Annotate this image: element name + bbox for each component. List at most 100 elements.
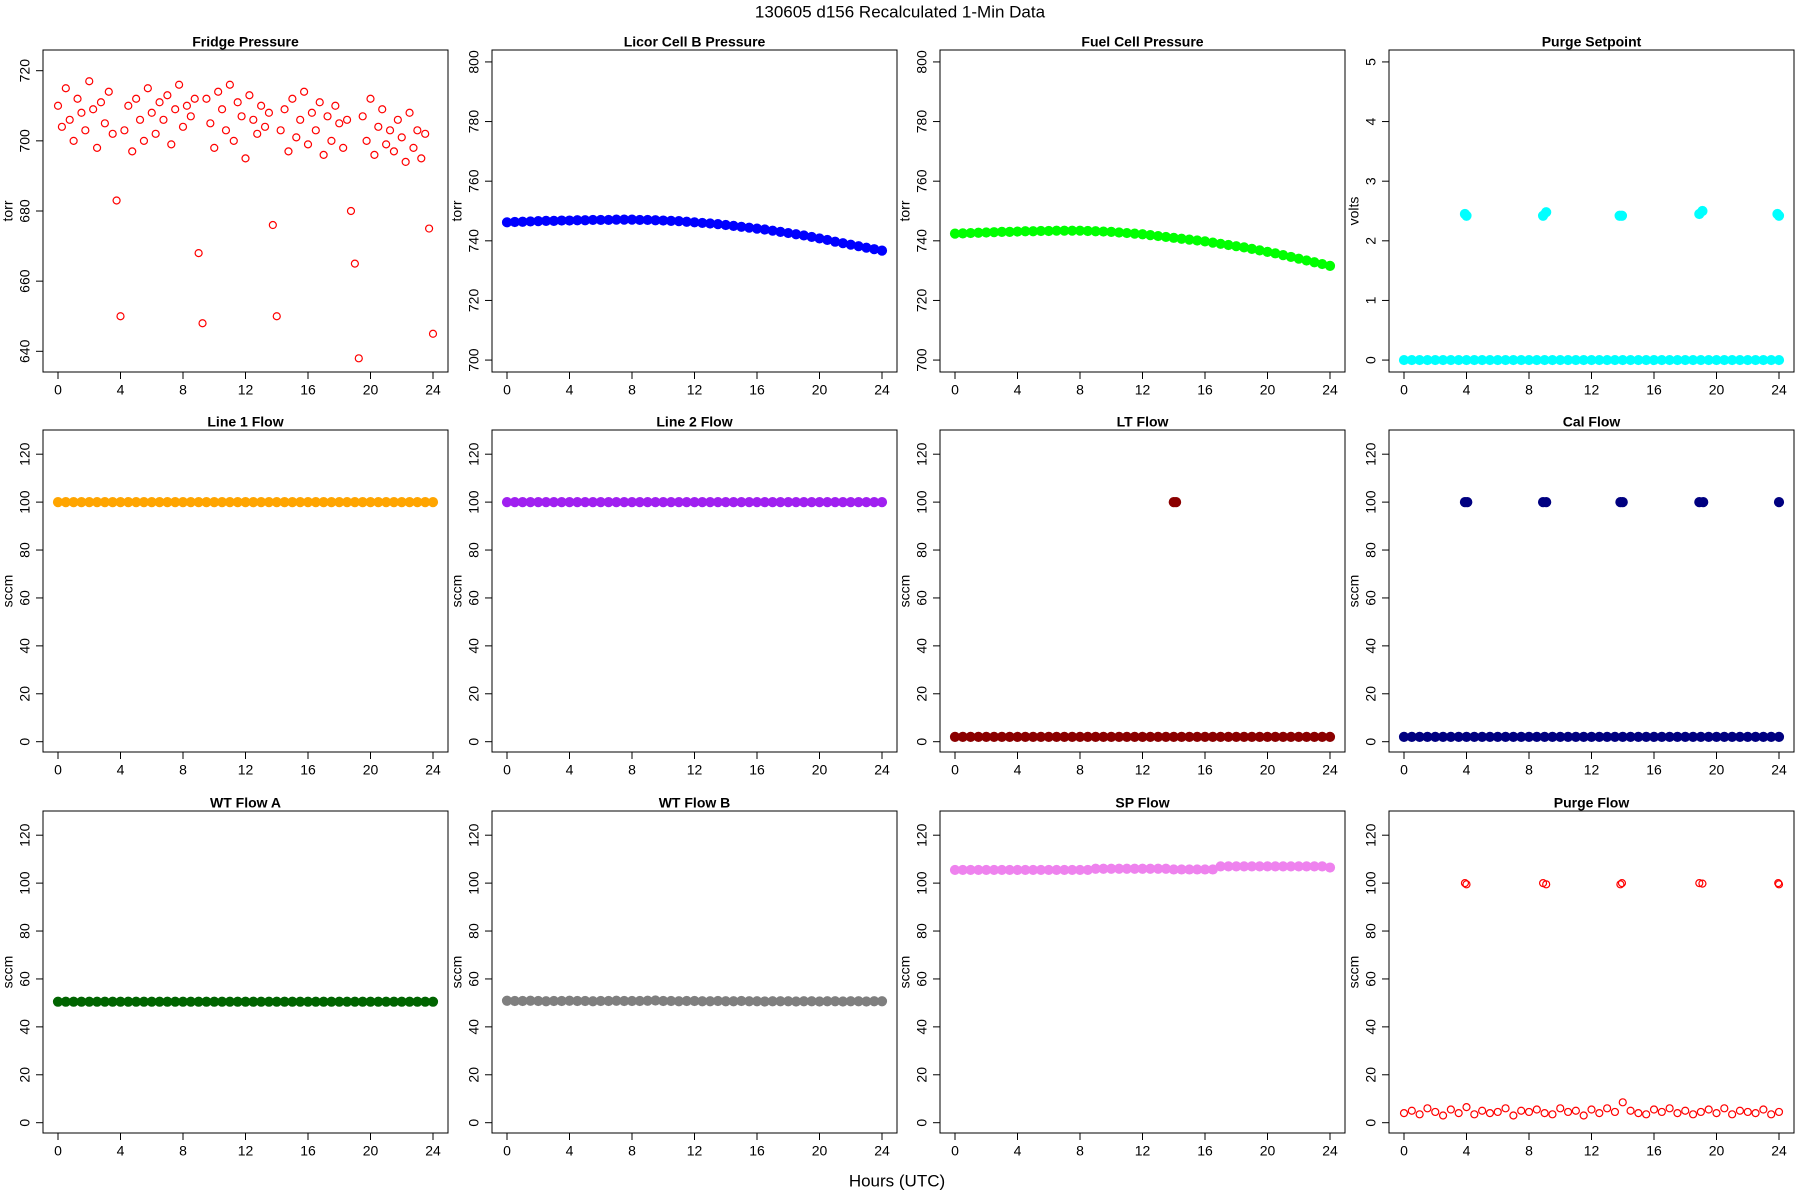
point	[1698, 879, 1707, 888]
point	[65, 115, 74, 124]
x-tick-label: 8	[628, 762, 636, 778]
x-tick-label: 20	[812, 382, 828, 398]
point	[132, 94, 141, 103]
x-tick-label: 16	[1197, 1143, 1213, 1159]
y-tick-label: 20	[1363, 686, 1379, 702]
x-tick-label: 16	[300, 1143, 316, 1159]
point	[876, 497, 888, 508]
y-tick-label: 40	[1363, 638, 1379, 654]
point	[1673, 1109, 1682, 1118]
point	[1773, 354, 1785, 366]
point	[1587, 1105, 1596, 1114]
point	[1720, 1104, 1729, 1113]
point	[1438, 1111, 1448, 1120]
x-tick-label: 4	[1014, 1143, 1022, 1159]
y-axis-label: torr	[0, 200, 16, 221]
point	[417, 154, 426, 163]
point	[299, 87, 309, 96]
plot-area	[949, 225, 1336, 271]
point	[104, 87, 113, 96]
point	[264, 108, 274, 117]
y-tick-label: 60	[466, 590, 482, 606]
y-tick-label: 3	[1363, 177, 1379, 185]
y-tick-label: 0	[1363, 356, 1379, 364]
point	[221, 126, 231, 135]
x-tick-label: 20	[812, 762, 828, 778]
x-tick-label: 0	[54, 382, 62, 398]
point	[178, 122, 188, 131]
point	[1462, 497, 1473, 508]
point	[1501, 1104, 1510, 1113]
y-axis-label: torr	[449, 200, 465, 221]
point	[272, 312, 281, 321]
y-tick-label: 80	[1363, 923, 1379, 939]
y-tick-label: 5	[1363, 58, 1379, 66]
y-tick-label: 700	[17, 129, 33, 153]
x-tick-label: 12	[238, 382, 254, 398]
panel-title: Licor Cell B Pressure	[624, 34, 766, 50]
y-tick-label: 720	[17, 59, 33, 83]
point	[214, 87, 223, 96]
plot-area	[52, 996, 439, 1007]
panel: Fridge Pressure torr 0 4 8 12 16 20 24 640 660 680 7…	[0, 34, 449, 398]
x-tick-label: 0	[54, 762, 62, 778]
point	[327, 136, 336, 145]
point	[61, 84, 70, 93]
point	[393, 115, 402, 124]
y-tick-label: 1	[1363, 296, 1379, 304]
point	[245, 91, 254, 100]
point	[413, 126, 422, 135]
point	[1407, 1106, 1416, 1115]
point	[1657, 1107, 1666, 1117]
point	[1681, 1106, 1690, 1115]
point	[257, 101, 266, 110]
point	[1695, 879, 1704, 888]
x-tick-label: 8	[179, 762, 187, 778]
x-tick-label: 20	[1709, 762, 1725, 778]
x-tick-label: 8	[1076, 382, 1084, 398]
x-tick-label: 24	[874, 382, 890, 398]
plot-area	[1398, 497, 1785, 743]
point	[284, 147, 293, 156]
y-tick-label: 120	[17, 442, 33, 466]
point	[1751, 1109, 1760, 1118]
point	[342, 115, 352, 124]
point	[409, 143, 418, 152]
panel-title: Purge Flow	[1554, 795, 1630, 811]
point	[1698, 497, 1709, 508]
plot-area	[949, 861, 1336, 876]
x-tick-label: 12	[1584, 382, 1600, 398]
x-tick-label: 8	[1525, 382, 1533, 398]
x-tick-label: 24	[425, 1143, 441, 1159]
y-tick-label: 40	[914, 1019, 930, 1035]
y-tick-label: 100	[914, 871, 930, 895]
x-tick-label: 24	[1322, 382, 1338, 398]
x-tick-label: 20	[1709, 1143, 1725, 1159]
point	[1704, 1105, 1713, 1114]
y-tick-label: 80	[914, 542, 930, 558]
panel: WT Flow A sccm 0 4 8 12 16 20 24 0 20 40 60 80 100 120	[0, 795, 449, 1159]
point	[1626, 1106, 1635, 1115]
point	[217, 105, 227, 114]
y-tick-label: 0	[1363, 738, 1379, 746]
point	[1735, 1106, 1745, 1115]
y-tick-label: 680	[17, 199, 33, 223]
x-tick-label: 4	[566, 762, 574, 778]
x-tick-label: 16	[300, 762, 316, 778]
x-tick-label: 12	[1135, 1143, 1151, 1159]
point	[1767, 1110, 1776, 1119]
y-tick-label: 120	[466, 823, 482, 847]
y-tick-label: 660	[17, 269, 33, 293]
x-tick-label: 16	[1646, 382, 1662, 398]
point	[311, 126, 320, 135]
y-tick-label: 640	[17, 339, 33, 363]
y-tick-label: 60	[17, 590, 33, 606]
point	[163, 91, 172, 100]
point	[1461, 210, 1472, 221]
y-axis-label: sccm	[0, 575, 16, 608]
point	[116, 312, 125, 321]
y-tick-label: 0	[466, 1119, 482, 1127]
point	[1415, 1110, 1424, 1119]
x-tick-label: 4	[117, 1143, 125, 1159]
